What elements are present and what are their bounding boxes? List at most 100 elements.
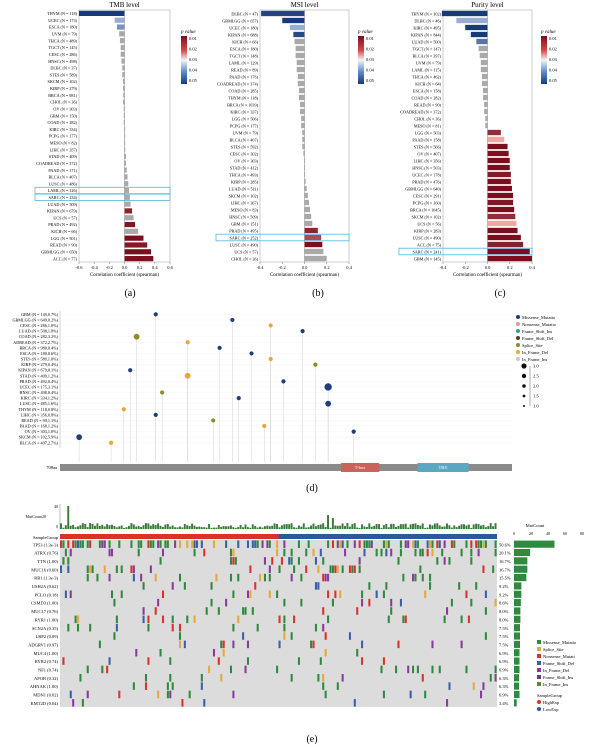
- x-tick-label: 0.4: [346, 265, 352, 270]
- top-bar: [319, 524, 322, 529]
- bar: [304, 220, 313, 227]
- mutation-cell: [86, 540, 89, 548]
- mutation-cell: [397, 640, 400, 649]
- lollipop-dot: [128, 368, 133, 373]
- mutation-cell: [307, 540, 310, 548]
- x-tick-label: 0.6: [167, 265, 173, 270]
- mutation-cell: [312, 640, 315, 649]
- top-bar: [390, 523, 393, 529]
- right-bar: [514, 565, 528, 573]
- mutation-cell: [86, 690, 89, 699]
- lollipop-dot: [160, 390, 165, 395]
- top-bar: [251, 524, 254, 529]
- mutation-cell: [361, 657, 364, 665]
- top-bar: [395, 527, 397, 529]
- top-bar: [200, 527, 203, 529]
- category-label: KIPAN (N = 688): [228, 32, 259, 37]
- category-label: BRCA (N = 1045): [410, 207, 441, 212]
- mutation-cell: [89, 623, 92, 632]
- mutation-cell: [276, 590, 279, 599]
- x-tick-label: -0.4: [256, 265, 264, 270]
- top-bar: [348, 526, 351, 529]
- lollipop-category: THYM (N = 118,0.8%): [18, 407, 58, 413]
- gene-label: ADGRV1 (0.97): [28, 642, 58, 647]
- top-bar: [475, 523, 478, 529]
- category-label: ESCA (N = 180): [49, 25, 78, 30]
- top-bar: [195, 526, 198, 529]
- mutation-cell: [259, 573, 262, 582]
- mutation-cell: [484, 540, 487, 548]
- mutation-cell: [76, 615, 80, 624]
- legend-tick: 0.05: [366, 78, 375, 83]
- highlight-box: [34, 193, 171, 201]
- group-legend-dot: [537, 700, 541, 704]
- mutation-cell: [171, 682, 174, 690]
- mutation-cell: [424, 690, 427, 699]
- bar: [481, 73, 488, 80]
- mutation-cell: [382, 540, 385, 548]
- mutation-cell: [222, 640, 225, 649]
- lollipop-category: ADREAD (N = 372,2.7%): [13, 340, 58, 346]
- bar: [487, 199, 514, 206]
- top-bar: [72, 524, 75, 529]
- legend-label: Missense_Mutatio: [522, 315, 556, 320]
- mutation-cell: [217, 607, 220, 615]
- bar: [124, 147, 126, 153]
- right-bar: [514, 615, 521, 623]
- mutation-cell: [293, 565, 296, 573]
- category-label: KICH (N = 64): [415, 81, 441, 86]
- top-bar: [492, 526, 495, 529]
- top-bar: [140, 526, 143, 529]
- legend-swatch: [537, 640, 541, 644]
- bar: [121, 58, 125, 64]
- top-bar: [302, 523, 305, 529]
- mutation-cell: [421, 548, 424, 557]
- legend-swatch: [537, 668, 541, 672]
- gene-label: KMT2D (0.04): [31, 701, 59, 706]
- mutation-cell: [331, 598, 334, 607]
- mutation-cell: [229, 665, 233, 674]
- bar: [483, 87, 488, 94]
- mutation-cell: [79, 540, 82, 548]
- chart-title: TMB level: [109, 1, 140, 9]
- category-label: KIPAN (N = 679): [47, 209, 78, 214]
- mutation-cell: [110, 548, 114, 557]
- top-bar: [227, 526, 230, 529]
- bar: [304, 206, 311, 213]
- lollipop-category: BRCA (N = 980,0.4%): [19, 345, 58, 351]
- mutation-cell: [356, 607, 359, 615]
- category-label: SARC (N = 252): [229, 235, 258, 240]
- mutation-cell: [314, 623, 317, 632]
- mutation-cell: [191, 540, 194, 548]
- mutation-cell: [358, 557, 361, 565]
- legend-dot: [516, 329, 520, 333]
- top-bar: [79, 525, 82, 529]
- mutation-cell: [171, 615, 174, 624]
- protein-track: [60, 464, 512, 471]
- mutation-cell: [234, 557, 237, 565]
- legend-dot: [516, 357, 520, 361]
- top-bar: [142, 525, 145, 529]
- right-bar: [514, 632, 520, 640]
- mutation-cell: [494, 548, 497, 557]
- top-bar: [154, 525, 157, 529]
- mutation-cell: [101, 665, 104, 674]
- mutation-cell: [458, 582, 461, 590]
- panel-label-a: (a): [124, 288, 135, 299]
- category-label: LIHC (N = 357): [50, 147, 78, 152]
- bar: [122, 72, 125, 78]
- mutation-cell: [276, 540, 279, 548]
- mutation-cell: [142, 607, 145, 615]
- legend-tick: 0.04: [366, 68, 375, 73]
- legend-label: Frame_Shift_Ins: [543, 675, 573, 680]
- mutation-cell: [348, 632, 351, 640]
- top-bar: [426, 527, 429, 529]
- bar: [485, 122, 488, 129]
- mutation-cell: [212, 540, 216, 548]
- size-tick: 1.5: [533, 394, 539, 399]
- mutation-cell: [288, 557, 291, 565]
- mutation-cell: [322, 623, 325, 632]
- bar: [296, 66, 305, 73]
- top-bar: [266, 525, 269, 529]
